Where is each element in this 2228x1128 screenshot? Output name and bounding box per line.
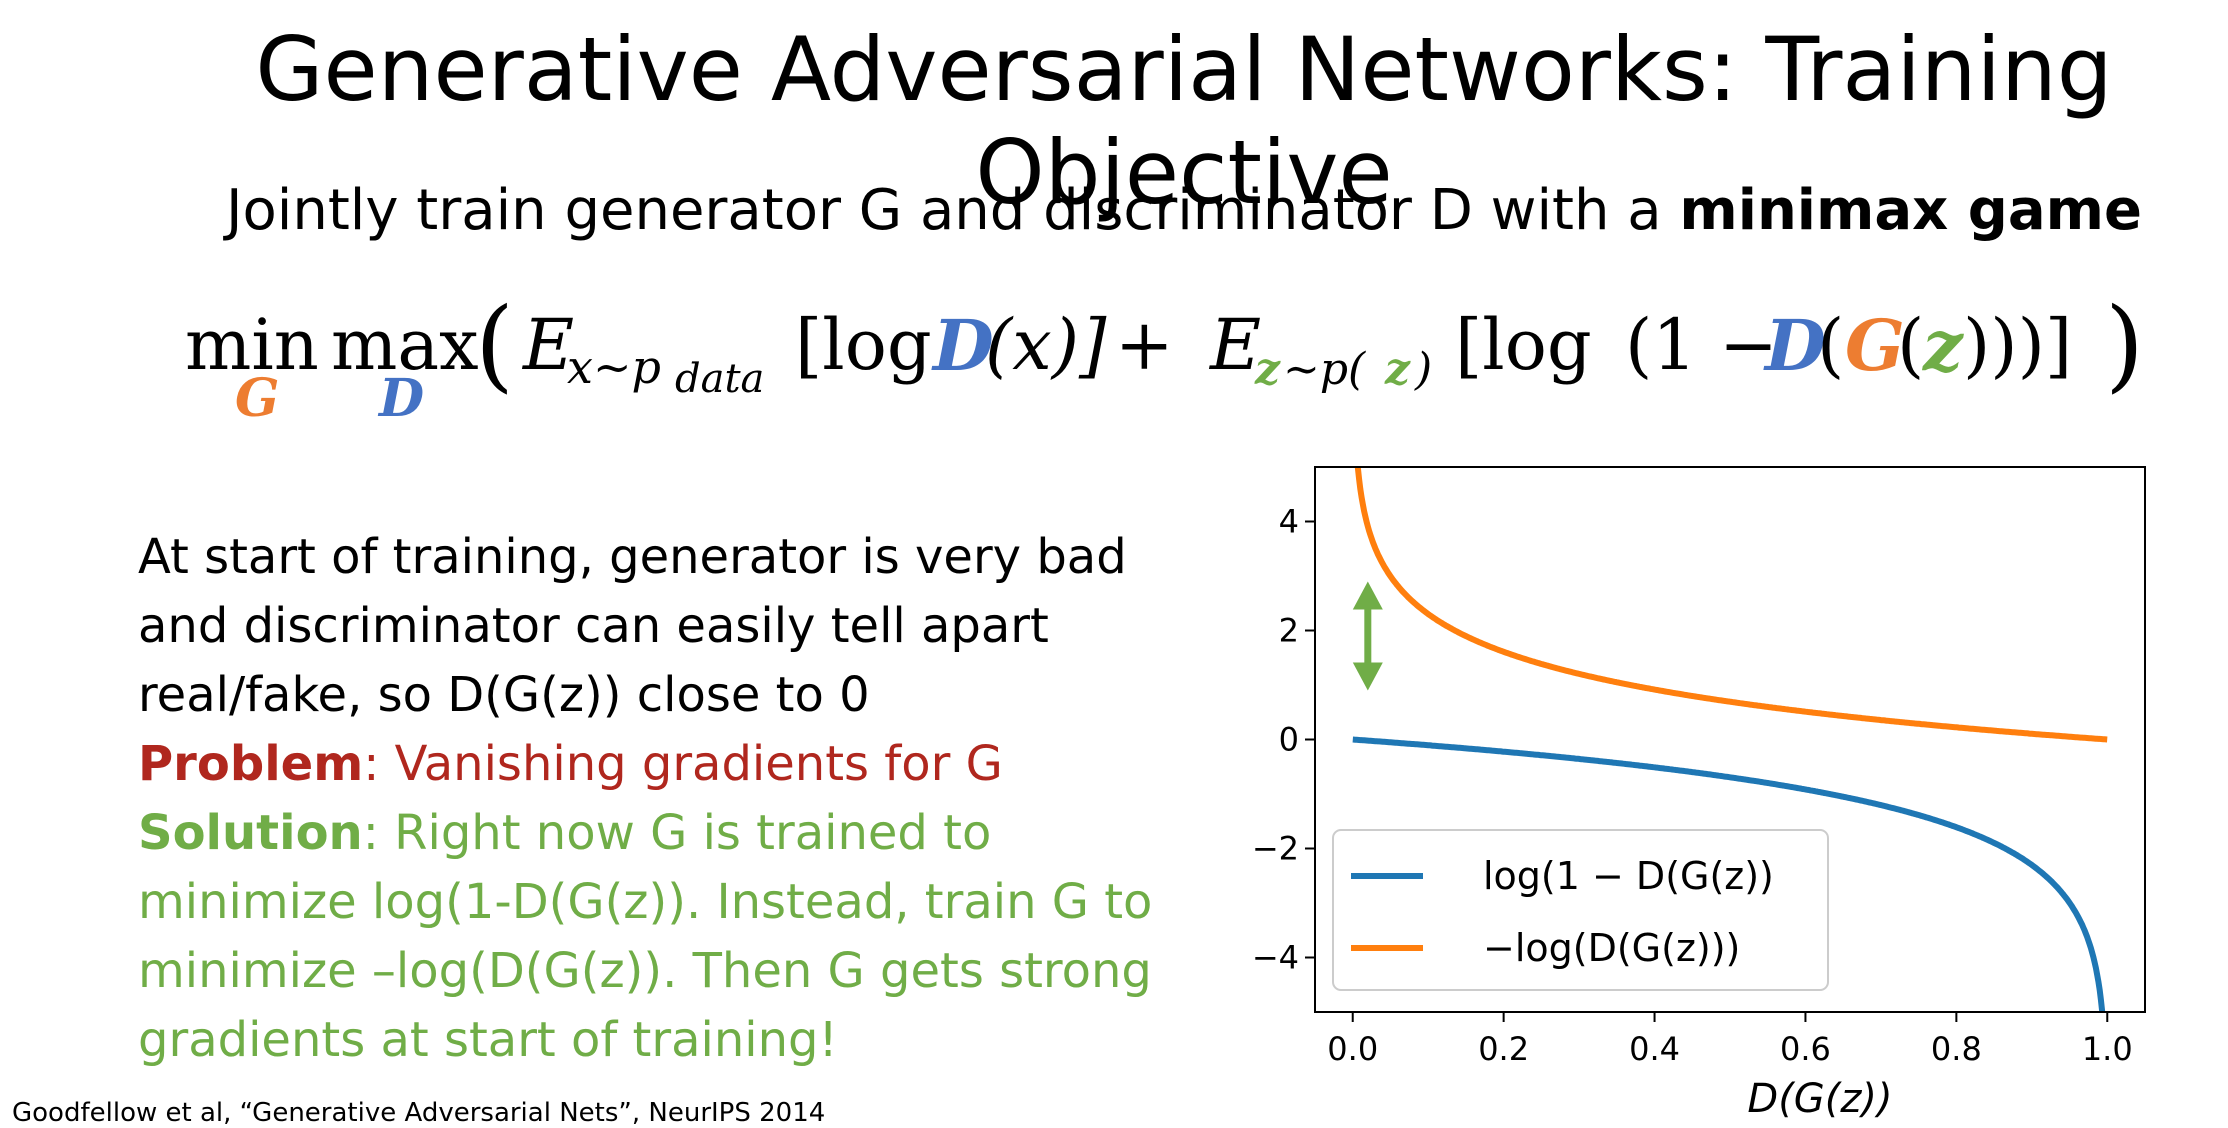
series-line-neg-log	[1354, 467, 2108, 743]
max-subscript-d: D	[379, 368, 425, 429]
citation: Goodfellow et al, “Generative Adversaria…	[12, 1098, 826, 1128]
x-tick-label: 0.0	[1327, 1030, 1378, 1068]
legend-box	[1332, 829, 1829, 991]
slide-title: Generative Adversarial Networks: Trainin…	[255, 18, 2113, 224]
y-tick-label: 2	[1279, 612, 1299, 650]
y-tick-label: −2	[1252, 830, 1299, 868]
legend-label: log(1 − D(G(z))	[1483, 854, 1774, 898]
formula-d-first: D	[933, 304, 994, 387]
x-tick-label: 1.0	[2082, 1030, 2133, 1068]
formula-g: G	[1845, 304, 1905, 387]
x-tick-label: 0.8	[1931, 1030, 1982, 1068]
gap-arrow-head-down	[1352, 662, 1383, 691]
formula-z: z	[1923, 304, 1963, 387]
legend-label: −log(D(G(z)))	[1483, 926, 1740, 970]
y-tick-label: 4	[1279, 503, 1299, 541]
x-tick-label: 0.2	[1478, 1030, 1529, 1068]
x-axis-label: D(G(z))	[1747, 1076, 1892, 1122]
y-tick-label: −4	[1252, 939, 1299, 977]
y-tick-label: 0	[1279, 721, 1299, 759]
slide-subtitle: Jointly train generator G and discrimina…	[226, 178, 2142, 243]
formula-d-second: D	[1765, 304, 1826, 387]
min-subscript-g: G	[235, 368, 280, 429]
problem-line: Problem: Vanishing gradients for G	[138, 736, 1003, 792]
series-line-log-one-minus	[1352, 736, 2106, 1012]
plot-frame	[1314, 466, 2146, 1013]
minimax-formula: min G max D ( E x~p data [log D (x)] + E…	[185, 286, 2145, 429]
gap-arrow-head-up	[1352, 581, 1383, 610]
solution-line: Solution: Right now G is trained to	[138, 805, 992, 861]
minimax-game-emphasis: minimax game	[1679, 178, 2142, 243]
x-tick-label: 0.6	[1780, 1030, 1831, 1068]
explanation-text: At start of training, generator is very …	[138, 523, 1158, 1075]
x-tick-label: 0.4	[1629, 1030, 1680, 1068]
